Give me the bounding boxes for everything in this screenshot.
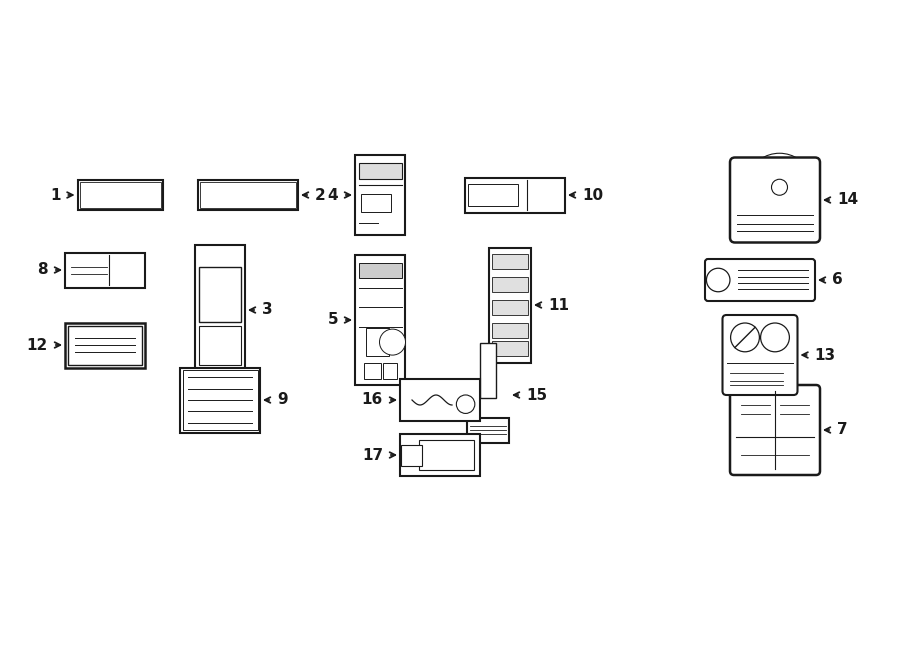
Bar — [419, 440, 473, 470]
Text: 14: 14 — [837, 192, 858, 208]
Text: 4: 4 — [328, 188, 338, 202]
Bar — [77, 180, 163, 210]
Bar — [400, 434, 480, 476]
Bar — [358, 163, 401, 179]
Circle shape — [760, 323, 789, 352]
FancyBboxPatch shape — [730, 385, 820, 475]
Text: 7: 7 — [837, 422, 848, 438]
Bar — [400, 444, 422, 465]
Bar — [480, 342, 497, 397]
Text: 2: 2 — [315, 188, 326, 202]
Bar — [492, 300, 528, 315]
Bar — [79, 182, 160, 208]
Bar — [468, 184, 518, 206]
Text: 8: 8 — [38, 262, 48, 278]
Bar — [492, 254, 528, 269]
Bar — [199, 267, 241, 322]
Bar — [382, 363, 397, 379]
Bar — [355, 255, 405, 385]
Bar — [199, 326, 241, 365]
Bar — [183, 370, 257, 430]
Bar — [68, 325, 142, 364]
Bar — [400, 379, 480, 421]
Circle shape — [771, 179, 788, 195]
Text: 15: 15 — [526, 387, 547, 403]
Bar — [180, 368, 260, 432]
Bar — [492, 323, 528, 338]
Bar — [364, 363, 382, 379]
Circle shape — [456, 395, 475, 413]
Text: 9: 9 — [277, 393, 288, 407]
Text: 12: 12 — [27, 338, 48, 352]
Text: 13: 13 — [814, 348, 835, 362]
Text: 10: 10 — [582, 188, 603, 202]
Bar — [200, 182, 296, 208]
Text: 6: 6 — [832, 272, 842, 288]
Bar — [195, 245, 245, 375]
FancyBboxPatch shape — [723, 315, 797, 395]
Bar — [467, 418, 509, 442]
Text: 1: 1 — [50, 188, 60, 202]
Bar — [358, 263, 401, 278]
Bar — [492, 341, 528, 356]
Bar — [492, 277, 528, 292]
Text: 16: 16 — [362, 393, 383, 407]
Bar — [355, 155, 405, 235]
Circle shape — [380, 329, 406, 355]
Bar — [65, 253, 145, 288]
Bar — [198, 180, 298, 210]
Circle shape — [731, 323, 760, 352]
FancyBboxPatch shape — [730, 157, 820, 243]
Text: 17: 17 — [362, 447, 383, 463]
Text: 5: 5 — [328, 313, 338, 327]
Bar — [465, 178, 565, 212]
Bar — [361, 194, 391, 212]
Bar — [489, 247, 531, 362]
Text: 3: 3 — [262, 303, 273, 317]
Bar — [366, 328, 389, 356]
FancyBboxPatch shape — [705, 259, 815, 301]
Bar — [65, 323, 145, 368]
Circle shape — [706, 268, 730, 292]
Text: 11: 11 — [548, 297, 569, 313]
